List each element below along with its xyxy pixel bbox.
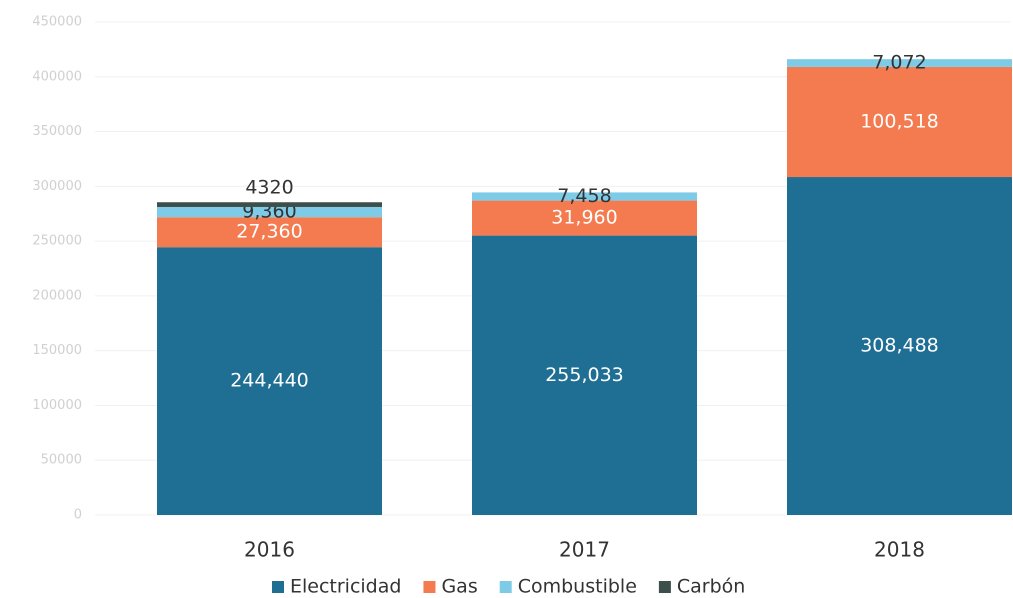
legend-swatch [499,581,512,593]
legend-label: Electricidad [290,576,401,598]
legend-label: Combustible [518,576,637,598]
data-label: 7,458 [557,185,611,207]
bar-segment [787,177,1012,516]
bar-segment [787,59,1012,67]
data-label: 31,960 [551,207,617,229]
legend-swatch [423,581,436,593]
data-label: 27,360 [236,221,302,243]
y-tick-label: 450000 [32,15,82,30]
y-tick-label: 250000 [32,234,82,249]
y-tick-label: 350000 [32,124,82,139]
bar-segment [157,247,382,515]
data-label: 100,518 [860,110,939,132]
legend-swatch [658,581,671,593]
bar-segment [787,66,1012,178]
x-tick-label: 2017 [559,538,610,562]
bar-segment [157,217,382,248]
bar-segment [472,192,697,201]
y-tick-label: 300000 [32,179,82,194]
data-label: 255,033 [545,364,624,386]
data-label: 4320 [245,177,293,199]
data-label: 7,072 [872,52,926,74]
y-tick-label: 0 [74,508,82,523]
y-tick-label: 200000 [32,288,82,303]
bar-segment [157,202,382,207]
legend-label: Gas [441,576,477,598]
bar-segment [472,235,697,516]
data-label: 244,440 [230,370,309,392]
data-label: 308,488 [860,335,939,357]
x-tick-label: 2018 [874,538,925,562]
bar-segment [157,206,382,218]
legend-label: Carbón [677,576,745,598]
y-tick-label: 400000 [32,69,82,84]
bar-segment [472,200,697,236]
legend-swatch [272,581,284,593]
x-tick-label: 2016 [244,538,295,562]
y-tick-label: 150000 [32,343,82,358]
y-tick-label: 50000 [41,453,82,468]
y-tick-label: 100000 [32,398,82,413]
